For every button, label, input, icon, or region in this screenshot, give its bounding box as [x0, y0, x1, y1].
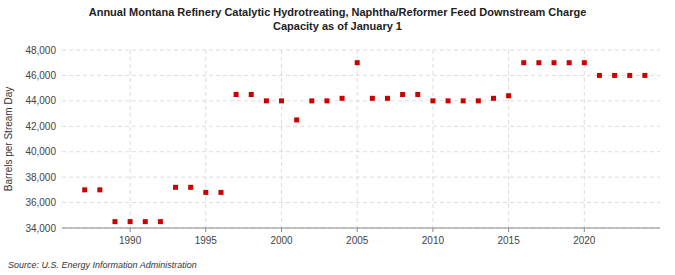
chart-svg: Annual Montana Refinery Catalytic Hydrot…: [0, 0, 675, 275]
point: [627, 73, 632, 78]
point: [370, 96, 375, 101]
x-tick-label: 2005: [346, 235, 369, 246]
point: [279, 98, 284, 103]
point: [597, 73, 602, 78]
y-tick-label: 36,000: [25, 197, 56, 208]
y-tick-label: 38,000: [25, 172, 56, 183]
x-tick-label: 1990: [119, 235, 142, 246]
y-grid-line: [62, 177, 660, 178]
x-tick: [508, 228, 509, 232]
y-grid-line: [62, 228, 660, 229]
title-line: Annual Montana Refinery Catalytic Hydrot…: [89, 6, 587, 18]
x-tick-label: 2015: [497, 235, 520, 246]
point: [264, 98, 269, 103]
x-tick: [432, 228, 433, 232]
grid: [62, 50, 660, 228]
points: [82, 60, 647, 224]
source: Source: U.S. Energy Information Administ…: [8, 260, 197, 270]
point: [82, 187, 87, 192]
y-tick-label: 40,000: [25, 146, 56, 157]
x-grid-line: [130, 50, 131, 228]
y-grid-line: [62, 151, 660, 152]
x-tick: [584, 228, 585, 232]
point: [446, 98, 451, 103]
x-tick: [357, 228, 358, 232]
point: [491, 96, 496, 101]
point: [173, 185, 178, 190]
point: [355, 60, 360, 65]
x-grid-line: [432, 50, 433, 228]
y-tick-label: 44,000: [25, 95, 56, 106]
x-tick: [205, 228, 206, 232]
x-tick: [281, 228, 282, 232]
y-tick-label: 46,000: [25, 70, 56, 81]
point: [415, 92, 420, 97]
x-grid-line: [508, 50, 509, 228]
point: [582, 60, 587, 65]
point: [203, 190, 208, 195]
y-grid-line: [62, 75, 660, 76]
point: [340, 96, 345, 101]
x-tick-label: 1995: [195, 235, 218, 246]
point: [506, 93, 511, 98]
point: [476, 98, 481, 103]
y-grid-line: [62, 202, 660, 203]
y-tick-label: 48,000: [25, 45, 56, 56]
point: [400, 92, 405, 97]
point: [385, 96, 390, 101]
point: [430, 98, 435, 103]
y-axis-label: Barrels per Stream Day: [3, 87, 14, 191]
point: [324, 98, 329, 103]
x-tick: [130, 228, 131, 232]
point: [521, 60, 526, 65]
point: [536, 60, 541, 65]
x-axis-line: [62, 228, 660, 229]
point: [294, 117, 299, 122]
y-tick-label: 34,000: [25, 223, 56, 234]
title-line: Capacity as of January 1: [273, 20, 402, 32]
x-grid-line: [584, 50, 585, 228]
x-grid-line: [281, 50, 282, 228]
point: [234, 92, 239, 97]
point: [612, 73, 617, 78]
y-grid-line: [62, 50, 660, 51]
x-tick-label: 2010: [422, 235, 445, 246]
chart-container: Annual Montana Refinery Catalytic Hydrot…: [0, 0, 675, 275]
point: [128, 219, 133, 224]
x-grid-line: [357, 50, 358, 228]
y-tick-label: 42,000: [25, 121, 56, 132]
point: [461, 98, 466, 103]
point: [112, 219, 117, 224]
point: [567, 60, 572, 65]
point: [188, 185, 193, 190]
title: Annual Montana Refinery Catalytic Hydrot…: [89, 6, 587, 32]
point: [249, 92, 254, 97]
x-tick-label: 2020: [573, 235, 596, 246]
point: [143, 219, 148, 224]
y-grid-line: [62, 126, 660, 127]
point: [97, 187, 102, 192]
y-grid-line: [62, 100, 660, 101]
point: [552, 60, 557, 65]
point: [158, 219, 163, 224]
point: [218, 190, 223, 195]
x-grid-line: [205, 50, 206, 228]
point: [309, 98, 314, 103]
point: [642, 73, 647, 78]
x-tick-label: 2000: [270, 235, 293, 246]
